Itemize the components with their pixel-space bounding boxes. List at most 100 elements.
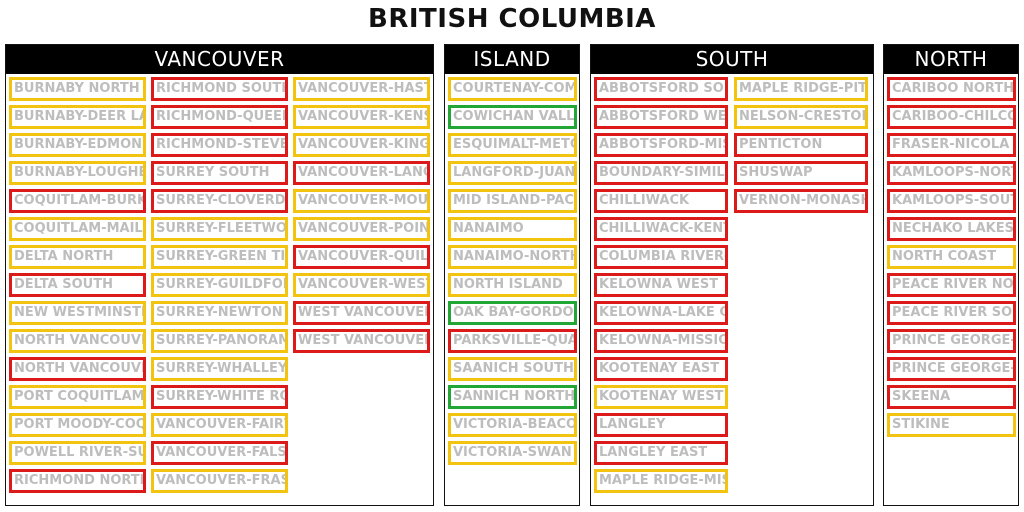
riding-item[interactable]: WEST VANCOUVER-CAPILANO [293,301,430,325]
riding-item[interactable]: KOOTENAY WEST [594,385,728,409]
riding-item[interactable]: CHILLIWACK-KENT [594,217,728,241]
riding-item[interactable]: VERNON-MONASHEE [734,189,868,213]
riding-item[interactable]: WEST VANCOUVER-SEA TO SKY [293,329,430,353]
riding-item[interactable]: SURREY-CLOVERDALE [151,189,288,213]
riding-item[interactable]: ABBOTSFORD-MISSION [594,133,728,157]
riding-item[interactable]: PRINCE GEORGE-VALEMOUNT [887,357,1016,381]
riding-item[interactable]: NELSON-CRESTON [734,105,868,129]
riding-item[interactable]: VANCOUVER-QUILCHENA [293,245,430,269]
riding-item[interactable]: LANGFORD-JUAN DE FUCA [448,161,577,185]
riding-item[interactable]: MID ISLAND-PACIFIC RIM [448,189,577,213]
riding-item[interactable]: VANCOUVER-FRASERVIEW [151,469,288,493]
riding-item[interactable]: CARIBOO-CHILCOTIN [887,105,1016,129]
riding-item[interactable]: SANNICH NORTH AND THE ISLANDS [448,385,577,409]
riding-item[interactable]: RICHMOND SOUTH CENTRE [151,77,288,101]
riding-item[interactable]: VANCOUVER-FAIRVIEW [151,413,288,437]
region-column: ABBOTSFORD SOUTH ABBOTSFORD WEST ABBOTSF… [594,77,728,497]
region-column: COURTENAY-COMOX COWICHAN VALLEY ESQUIMAL… [448,77,577,469]
riding-item[interactable]: KELOWNA WEST [594,273,728,297]
riding-item[interactable]: BURNABY-EDMONDS [9,133,146,157]
riding-item[interactable]: SURREY-PANORAMA [151,329,288,353]
riding-item[interactable]: RICHMOND-STEVESTON [151,133,288,157]
riding-item[interactable]: KAMLOOPS-SOUTH THOMPSON [887,189,1016,213]
page-title: BRITISH COLUMBIA [368,4,656,34]
riding-item[interactable]: BURNABY NORTH [9,77,146,101]
riding-item[interactable]: SKEENA [887,385,1016,409]
riding-item[interactable]: MAPLE RIDGE-PITT MEADOWS [734,77,868,101]
riding-item[interactable]: NECHAKO LAKES [887,217,1016,241]
region-column: MAPLE RIDGE-PITT MEADOWS NELSON-CRESTON … [734,77,868,217]
riding-item[interactable]: FRASER-NICOLA [887,133,1016,157]
riding-item[interactable]: VANCOUVER-MOUNT PLEASANT [293,189,430,213]
riding-item[interactable]: NORTH VANCOUVER-SEYMOUR [9,357,146,381]
riding-item[interactable]: DELTA SOUTH [9,273,146,297]
riding-item[interactable]: VANCOUVER-LANGARA [293,161,430,185]
riding-item[interactable]: VANCOUVER-KENSINGTON [293,105,430,129]
riding-item[interactable]: PRINCE GEORGE-MACKENZIE [887,329,1016,353]
riding-item[interactable]: CHILLIWACK [594,189,728,213]
riding-item[interactable]: PORT MOODY-COQUITLAM [9,413,146,437]
riding-item[interactable]: ESQUIMALT-METCHOSIN [448,133,577,157]
riding-item[interactable]: COQUITLAM-BURKE MOUNTAIN [9,189,146,213]
riding-item[interactable]: ABBOTSFORD WEST [594,105,728,129]
region-panel-island: ISLAND COURTENAY-COMOX COWICHAN VALLEY E… [444,44,580,506]
riding-item[interactable]: LANGLEY EAST [594,441,728,465]
riding-item[interactable]: PEACE RIVER SOUTH [887,301,1016,325]
riding-item[interactable]: VANCOUVER-KINGSWAY [293,133,430,157]
riding-item[interactable]: MAPLE RIDGE-MISSION [594,469,728,493]
riding-item[interactable]: SURREY SOUTH [151,161,288,185]
riding-item[interactable]: SURREY-WHITE ROCK [151,385,288,409]
riding-item[interactable]: ABBOTSFORD SOUTH [594,77,728,101]
riding-item[interactable]: PEACE RIVER NORTH [887,273,1016,297]
riding-item[interactable]: VICTORIA-BEACON HILL [448,413,577,437]
region-header: NORTH [884,45,1018,74]
riding-item[interactable]: SHUSWAP [734,161,868,185]
riding-item[interactable]: NANAIMO [448,217,577,241]
riding-item[interactable]: NEW WESTMINSTER [9,301,146,325]
region-column: VANCOUVER-HASTINGS VANCOUVER-KENSINGTON … [293,77,430,357]
riding-item[interactable]: VICTORIA-SWAN LAKE [448,441,577,465]
region-column: CARIBOO NORTH CARIBOO-CHILCOTIN FRASER-N… [887,77,1016,441]
riding-item[interactable]: BURNABY-DEER LAKE [9,105,146,129]
riding-item[interactable]: CARIBOO NORTH [887,77,1016,101]
riding-item[interactable]: POWELL RIVER-SUNSHINE COAST [9,441,146,465]
region-header: SOUTH [591,45,873,74]
riding-item[interactable]: RICHMOND NORTH CENTRE [9,469,146,493]
region-column: RICHMOND SOUTH CENTRE RICHMOND-QUEENSBOR… [151,77,288,497]
riding-item[interactable]: PARKSVILLE-QUALICUM [448,329,577,353]
riding-item[interactable]: COURTENAY-COMOX [448,77,577,101]
riding-item[interactable]: STIKINE [887,413,1016,437]
riding-item[interactable]: LANGLEY [594,413,728,437]
riding-item[interactable]: BOUNDARY-SIMILKAMEEN [594,161,728,185]
riding-item[interactable]: COWICHAN VALLEY [448,105,577,129]
riding-item[interactable]: VANCOUVER-HASTINGS [293,77,430,101]
riding-item[interactable]: KOOTENAY EAST [594,357,728,381]
riding-item[interactable]: OAK BAY-GORDON HEAD [448,301,577,325]
riding-item[interactable]: SURREY-GREEN TIMBERS [151,245,288,269]
riding-item[interactable]: SURREY-GUILDFORD [151,273,288,297]
riding-item[interactable]: SURREY-NEWTON [151,301,288,325]
riding-item[interactable]: COQUITLAM-MAILLARDVILLE [9,217,146,241]
riding-item[interactable]: PENTICTON [734,133,868,157]
riding-item[interactable]: NORTH COAST [887,245,1016,269]
riding-item[interactable]: VANCOUVER-POINT GREY [293,217,430,241]
riding-item[interactable]: SURREY-WHALLEY [151,357,288,381]
riding-item[interactable]: COLUMBIA RIVER-REVELSTOKE [594,245,728,269]
region-panel-south: SOUTH ABBOTSFORD SOUTH ABBOTSFORD WEST A… [590,44,874,506]
riding-item[interactable]: VANCOUVER-FALSE CREEK [151,441,288,465]
riding-item[interactable]: KELOWNA-LAKE COUNTRY [594,301,728,325]
riding-item[interactable]: KELOWNA-MISSION [594,329,728,353]
riding-item[interactable]: PORT COQUITLAM [9,385,146,409]
riding-item[interactable]: NANAIMO-NORTH COWICHAN [448,245,577,269]
riding-item[interactable]: KAMLOOPS-NORTH THOMPSON [887,161,1016,185]
riding-item[interactable]: RICHMOND-QUEENSBOROUGH [151,105,288,129]
riding-item[interactable]: VANCOUVER-WEST END [293,273,430,297]
region-column: BURNABY NORTH BURNABY-DEER LAKE BURNABY-… [9,77,146,497]
riding-item[interactable]: SAANICH SOUTH [448,357,577,381]
riding-item[interactable]: DELTA NORTH [9,245,146,269]
riding-item[interactable]: NORTH VANCOUVER-LONSDALE [9,329,146,353]
riding-item[interactable]: SURREY-FLEETWOOD [151,217,288,241]
riding-item[interactable]: BURNABY-LOUGHEED [9,161,146,185]
riding-item[interactable]: NORTH ISLAND [448,273,577,297]
region-panel-north: NORTH CARIBOO NORTH CARIBOO-CHILCOTIN FR… [883,44,1019,506]
